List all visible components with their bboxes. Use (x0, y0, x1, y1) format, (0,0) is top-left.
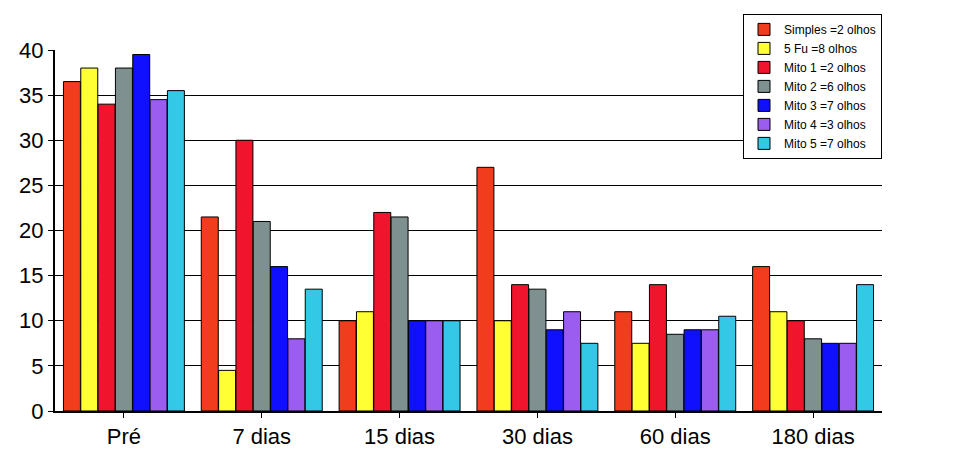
svg-text:25: 25 (19, 173, 43, 198)
svg-text:Mito 1 =2 olhos: Mito 1 =2 olhos (784, 61, 866, 75)
svg-text:60 dias: 60 dias (640, 424, 711, 449)
svg-text:Pré: Pré (107, 424, 141, 449)
svg-text:35: 35 (19, 83, 43, 108)
svg-text:7 dias: 7 dias (232, 424, 291, 449)
svg-text:5 Fu =8 olhos: 5 Fu =8 olhos (784, 42, 857, 56)
svg-text:Mito 2 =6 olhos: Mito 2 =6 olhos (784, 80, 866, 94)
svg-text:20: 20 (19, 218, 43, 243)
svg-text:Mito 4 =3 olhos: Mito 4 =3 olhos (784, 118, 866, 132)
svg-text:10: 10 (19, 308, 43, 333)
svg-text:Mito 3 =7 olhos: Mito 3 =7 olhos (784, 99, 866, 113)
svg-text:30 dias: 30 dias (502, 424, 573, 449)
svg-text:15 dias: 15 dias (364, 424, 435, 449)
svg-text:5: 5 (31, 354, 43, 379)
svg-text:40: 40 (19, 38, 43, 63)
svg-text:Simples =2 olhos: Simples =2 olhos (784, 23, 876, 37)
svg-text:30: 30 (19, 128, 43, 153)
svg-text:0: 0 (31, 399, 43, 424)
svg-text:Mito 5 =7 olhos: Mito 5 =7 olhos (784, 137, 866, 151)
svg-text:180 dias: 180 dias (771, 424, 854, 449)
svg-text:15: 15 (19, 263, 43, 288)
